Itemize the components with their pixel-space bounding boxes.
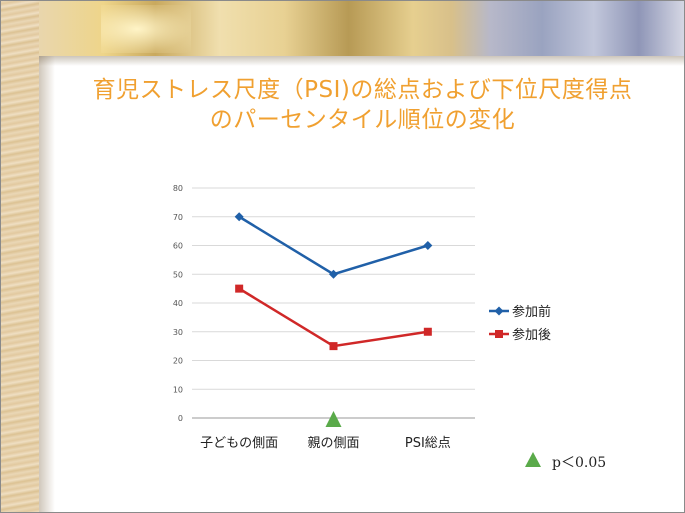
y-tick-label: 10: [173, 385, 183, 394]
y-tick-label: 60: [173, 242, 183, 251]
top-decor-shadow: [39, 56, 684, 66]
x-category-label: 子どもの側面: [200, 436, 278, 451]
y-tick-label: 0: [178, 414, 183, 423]
legend-label-1: 参加前: [512, 304, 551, 320]
legend-marker-2: [495, 330, 503, 338]
y-tick-label: 70: [173, 213, 183, 222]
left-decor-shadow: [39, 1, 55, 512]
data-point-2: [235, 284, 244, 293]
left-decor-strip: [1, 1, 39, 512]
note-triangle-icon: [525, 452, 541, 467]
significance-triangle-icon: [325, 411, 342, 427]
x-category-label: 親の側面: [307, 436, 359, 451]
slide-title: 育児ストレス尺度（PSI)の総点および下位尺度得点 のパーセンタイル順位の変化: [41, 75, 684, 135]
leaf-decor: [101, 5, 191, 53]
slide-title-line-1: 育児ストレス尺度（PSI)の総点および下位尺度得点: [92, 77, 633, 103]
data-point-1: [329, 269, 338, 279]
slide-title-line-2: のパーセンタイル順位の変化: [209, 107, 516, 133]
y-tick-label: 20: [173, 357, 183, 366]
y-tick-label: 80: [173, 184, 183, 193]
y-tick-label: 50: [173, 270, 183, 279]
significance-note: p＜0.05: [552, 455, 607, 471]
y-tick-label: 40: [173, 299, 183, 308]
legend-label-2: 参加後: [512, 327, 551, 343]
data-point-2: [329, 342, 338, 351]
x-category-label: PSI総点: [405, 436, 451, 451]
y-tick-label: 30: [173, 328, 183, 337]
data-point-1: [423, 241, 433, 250]
series-line-2: [238, 287, 429, 348]
data-point-1: [234, 212, 244, 222]
data-point-2: [423, 327, 432, 336]
legend-marker-1: [494, 306, 504, 316]
